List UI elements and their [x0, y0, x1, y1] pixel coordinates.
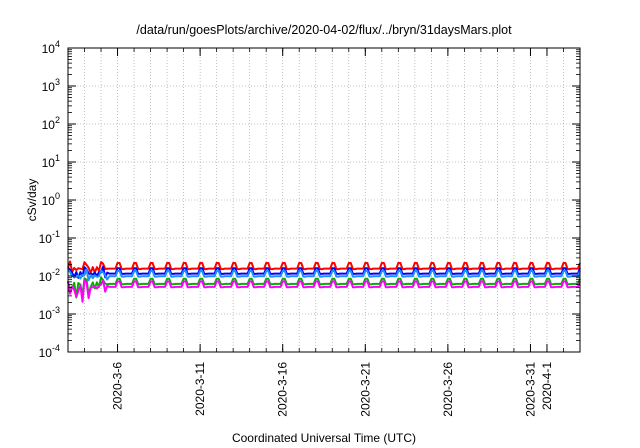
series-line — [67, 268, 581, 282]
x-tick-label: 2020-3-11 — [193, 362, 207, 416]
series-line — [67, 260, 581, 274]
x-axis-label: Coordinated Universal Time (UTC) — [232, 431, 416, 445]
y-axis-label: cSv/day — [25, 179, 39, 222]
y-tick-label: 10-1 — [39, 229, 60, 246]
y-tick-label: 102 — [42, 115, 60, 132]
x-tick-label: 2020-3-26 — [441, 362, 455, 417]
y-tick-label: 10-2 — [39, 267, 60, 284]
series-lines — [67, 260, 581, 303]
y-tick-label: 10-3 — [39, 305, 60, 322]
chart-title: /data/run/goesPlots/archive/2020-04-02/f… — [136, 23, 512, 37]
x-tick-label: 2020-4-1 — [540, 362, 554, 410]
x-axis: 2020-3-6 2020-3-11 2020-3-16 2020-3-21 2020-… — [84, 48, 564, 417]
series-line — [67, 276, 581, 299]
y-tick-label: 10-4 — [39, 343, 60, 360]
y-tick-label: 100 — [42, 191, 60, 208]
x-tick-label: 2020-3-21 — [358, 362, 372, 417]
x-tick-label: 2020-3-16 — [276, 362, 290, 417]
y-tick-label: 104 — [42, 39, 60, 56]
x-tick-label: 2020-3-31 — [523, 362, 537, 417]
x-tick-label: 2020-3-6 — [111, 362, 125, 410]
y-tick-label: 101 — [42, 153, 60, 170]
series-line — [67, 278, 581, 303]
y-axis: 10-4 10-3 10-2 10-1 100 101 102 103 104 — [39, 39, 580, 360]
y-tick-label: 103 — [42, 77, 60, 94]
grid-lines — [68, 48, 580, 352]
series-line — [67, 265, 581, 279]
